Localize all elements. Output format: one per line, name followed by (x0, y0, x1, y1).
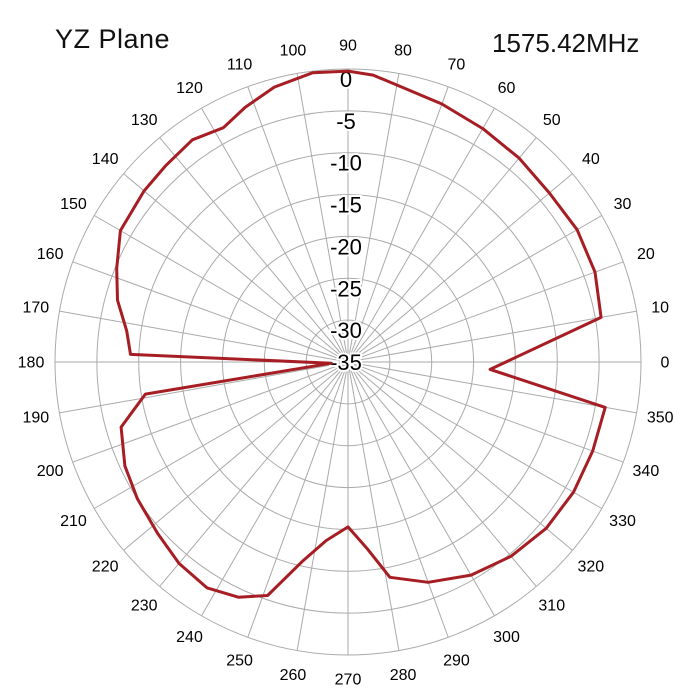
spoke-line (94, 361, 349, 509)
angle-label: 80 (394, 42, 412, 59)
spoke-line (347, 108, 495, 363)
angle-label: 170 (22, 300, 49, 317)
angle-label: 180 (18, 355, 45, 372)
spoke-line (159, 137, 349, 363)
radial-tick-label: -20 (330, 234, 362, 259)
grid-ring (180, 194, 516, 530)
angle-label: 120 (176, 80, 203, 97)
spoke-line (94, 215, 349, 363)
spoke-line (347, 361, 624, 463)
angle-label: 130 (131, 112, 158, 129)
spoke-line (347, 73, 400, 363)
spoke-line (59, 361, 349, 414)
radial-tick-labels: 0-5-10-15-20-25-30-35 (328, 65, 364, 377)
radial-tick-label: -25 (330, 276, 362, 301)
spoke-line (347, 310, 637, 363)
spoke-line (296, 73, 349, 363)
angle-label: 280 (390, 667, 417, 684)
spoke-line (347, 215, 602, 363)
angle-label: 270 (335, 672, 362, 689)
spoke-line (247, 86, 349, 363)
spoke-line (123, 361, 349, 551)
polar-grid (54, 68, 642, 656)
spoke-line (347, 173, 573, 363)
grid-ring (54, 68, 642, 656)
spoke-line (159, 361, 349, 587)
angle-label: 140 (92, 151, 119, 168)
grid-ring (138, 152, 558, 572)
grid-ring (263, 277, 433, 447)
angle-label: 200 (37, 463, 64, 480)
grid-ring (221, 235, 475, 489)
angle-label: 160 (37, 246, 64, 263)
spoke-line (347, 361, 573, 551)
spoke-line (72, 361, 349, 463)
spoke-line (201, 361, 349, 616)
radial-tick-label: -15 (330, 193, 362, 218)
spoke-line (347, 261, 624, 363)
angle-label: 350 (647, 410, 674, 427)
angle-label: 0 (661, 355, 670, 372)
angle-label: 290 (443, 652, 470, 669)
angle-label: 150 (60, 196, 87, 213)
spoke-line (247, 361, 349, 638)
angle-label: 230 (131, 597, 158, 614)
angle-label: 260 (280, 667, 307, 684)
spoke-line (296, 361, 349, 651)
angle-label: 60 (498, 80, 516, 97)
angle-label: 10 (651, 300, 669, 317)
angle-label: 300 (493, 629, 520, 646)
radial-tick-label: -35 (330, 350, 362, 375)
angle-label: 90 (339, 38, 357, 55)
angle-label: 110 (227, 57, 253, 74)
spoke-line (347, 86, 449, 363)
radiation-pattern-curve (115, 69, 607, 599)
angle-label: 320 (577, 558, 604, 575)
angle-label: 70 (448, 57, 466, 74)
angle-label: 20 (637, 246, 655, 263)
angle-label: 190 (22, 410, 49, 427)
angle-label: 250 (226, 652, 253, 669)
spoke-line (347, 361, 449, 638)
angle-label: 100 (280, 42, 307, 59)
angle-label: 220 (92, 558, 119, 575)
spoke-line (347, 361, 537, 587)
angle-label: 310 (538, 597, 565, 614)
spoke-line (347, 361, 602, 509)
angle-label: 330 (609, 513, 636, 530)
spoke-line (72, 261, 349, 363)
spoke-line (347, 137, 537, 363)
angle-label: 50 (543, 112, 561, 129)
frequency-label: 1575.42MHz (492, 28, 640, 58)
angle-label: 30 (614, 196, 632, 213)
spoke-line (201, 108, 349, 363)
angle-label: 340 (633, 463, 660, 480)
spoke-line (347, 361, 495, 616)
radial-tick-label: -10 (330, 151, 362, 176)
spoke-line (347, 361, 400, 651)
angle-label: 210 (60, 513, 87, 530)
spoke-line (347, 361, 637, 414)
radial-tick-label: -30 (330, 318, 362, 343)
angle-labels: 0 10 20 30 40 50 60 70 80 90 100 110 120 130 140 150 160… (18, 38, 674, 689)
angle-label: 240 (176, 629, 203, 646)
spoke-line (59, 310, 349, 363)
spoke-line (123, 173, 349, 363)
grid-ring (96, 110, 600, 614)
radial-tick-label: -5 (336, 109, 356, 134)
angle-label: 40 (582, 151, 600, 168)
plane-title: YZ Plane (55, 24, 171, 54)
